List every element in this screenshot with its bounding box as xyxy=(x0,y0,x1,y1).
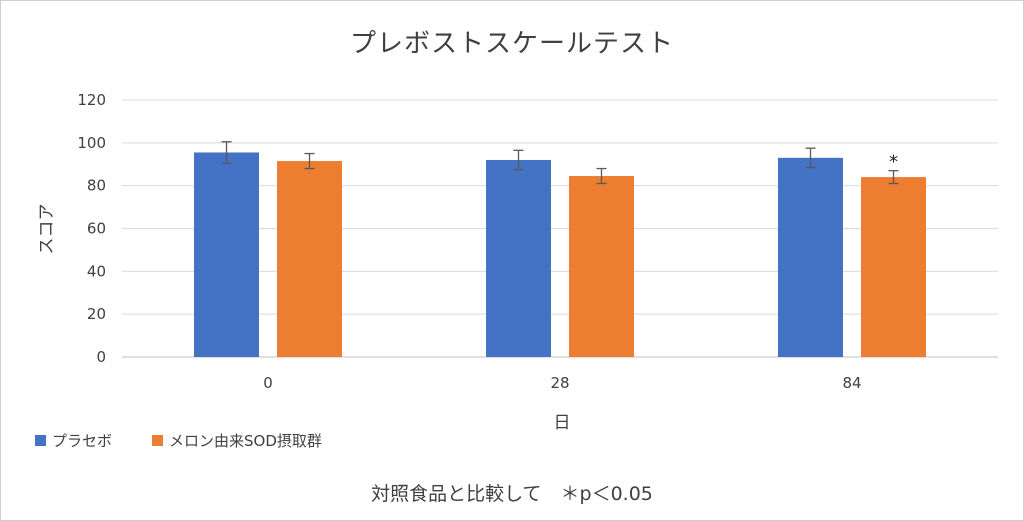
error-bars xyxy=(221,141,899,185)
significance-marker: * xyxy=(889,152,898,173)
x-tick-label: 0 xyxy=(263,374,273,392)
bar xyxy=(861,177,926,357)
x-tick-label: 28 xyxy=(550,374,569,392)
bar xyxy=(277,161,342,357)
y-tick-label: 40 xyxy=(87,262,106,280)
y-tick-label: 20 xyxy=(87,305,106,323)
y-tick-label: 100 xyxy=(77,134,106,152)
footnote: 対照食品と比較して ＊p＜0.05 xyxy=(371,483,653,505)
x-tick-labels: 0 28 84 xyxy=(263,374,861,392)
x-axis-title: 日 xyxy=(554,413,571,433)
y-axis-title: スコア xyxy=(37,204,57,255)
bar xyxy=(778,157,843,357)
y-tick-label: 60 xyxy=(87,220,106,238)
y-tick-labels: 0 20 40 60 80 100 120 xyxy=(77,91,106,366)
bar xyxy=(569,176,634,357)
legend-swatch xyxy=(152,435,164,446)
x-tick-label: 84 xyxy=(842,374,861,392)
bar xyxy=(486,159,551,357)
y-tick-label: 120 xyxy=(77,91,106,109)
bars xyxy=(194,152,926,357)
legend-label: メロン由来SOD摂取群 xyxy=(169,432,322,450)
legend: プラセボ メロン由来SOD摂取群 xyxy=(35,432,322,450)
legend-swatch xyxy=(35,435,46,446)
legend-label: プラセボ xyxy=(52,432,112,450)
chart-title: プレボストスケールテスト xyxy=(350,29,674,59)
annotations: * xyxy=(889,152,898,173)
y-tick-label: 80 xyxy=(87,177,106,195)
bar xyxy=(194,152,259,357)
y-tick-label: 0 xyxy=(96,348,106,366)
gridlines xyxy=(122,99,998,358)
